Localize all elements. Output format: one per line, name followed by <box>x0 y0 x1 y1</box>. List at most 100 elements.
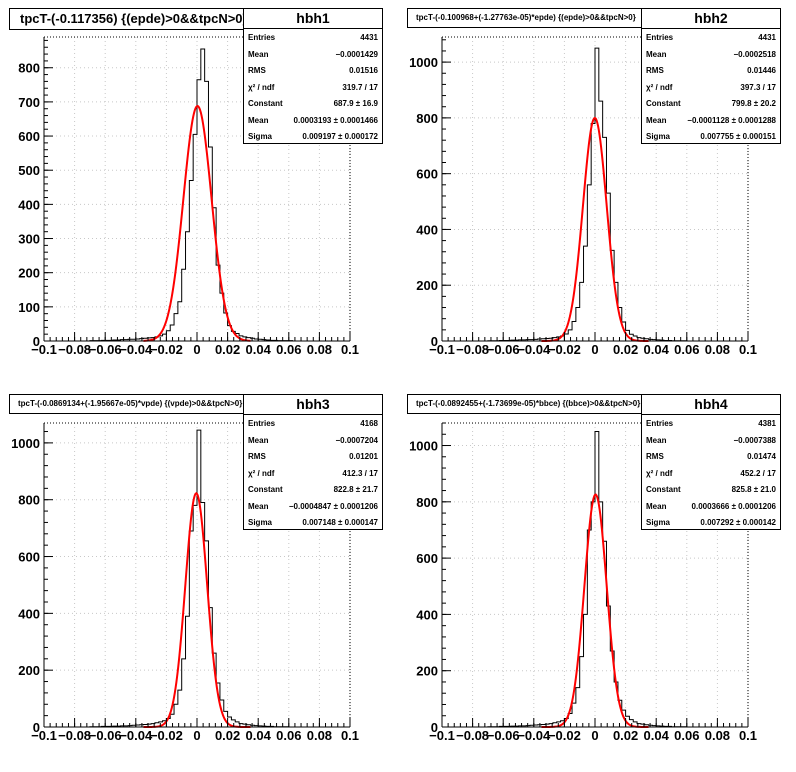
stats-value: −0.0004847 ± 0.0001206 <box>288 501 378 511</box>
y-tick-label: 800 <box>416 495 438 510</box>
y-tick-label: 600 <box>18 550 40 565</box>
stats-value: 412.3 / 17 <box>342 468 378 478</box>
stats-key: χ² / ndf <box>248 468 275 478</box>
x-tick-label: 0.06 <box>276 342 301 357</box>
stats-key: Entries <box>646 419 674 428</box>
x-tick-label: −0.1 <box>429 728 455 743</box>
histogram-plot-hbh4: −0.1 −0.08−0.06−0.04−0.02 0 0.02 0.04 0.06 0.0… <box>409 422 757 743</box>
y-tick-label: 400 <box>416 222 438 237</box>
stats-value: 397.3 / 17 <box>740 82 776 92</box>
stats-row: Sigma 0.007148 ± 0.000147 <box>244 514 382 531</box>
stats-key: Mean <box>248 115 269 125</box>
y-tick-label: 0 <box>33 334 40 349</box>
plot-title: tpcT-(-0.117356) {(epde)>0&&tpcN>0} <box>9 8 279 30</box>
stats-row: χ² / ndf 412.3 / 17 <box>244 465 382 482</box>
stats-value: −0.0001128 ± 0.0001288 <box>687 115 776 125</box>
stats-value: 822.8 ± 21.7 <box>333 485 378 494</box>
stats-value: −0.0001429 <box>335 49 379 59</box>
stats-row: Mean 0.0003666 ± 0.0001206 <box>642 498 780 515</box>
y-tick-label: 0 <box>431 720 438 735</box>
y-tick-label: 400 <box>18 197 40 212</box>
stats-row: Sigma 0.007292 ± 0.000142 <box>642 514 780 531</box>
x-tick-label: −0.06 <box>487 342 520 357</box>
x-tick-label: −0.1 <box>429 342 455 357</box>
stats-key: Constant <box>646 99 681 108</box>
histogram-name: hbh1 <box>243 8 383 29</box>
histogram-panel-hbh2: −0.1 −0.08 −0.06 −0.04 −0.02 0 0.02 0.04 0.06 0.0… <box>398 0 796 386</box>
y-tick-label: 1000 <box>409 439 438 454</box>
x-tick-label: 0.08 <box>307 728 332 743</box>
y-tick-label: 0 <box>431 334 438 349</box>
x-tick-label: −0.1 <box>31 728 57 743</box>
stats-key: RMS <box>646 66 664 75</box>
y-tick-label: 200 <box>416 278 438 293</box>
stats-value: 4168 <box>360 419 378 428</box>
stats-value: 0.01516 <box>349 66 378 75</box>
stats-row: Constant 822.8 ± 21.7 <box>244 481 382 498</box>
stats-box: Entries 4431 Mean −0.0001429 RMS 0.01516 χ² / … <box>243 28 383 144</box>
x-tick-label: −0.04 <box>119 342 153 357</box>
y-tick-label: 200 <box>18 266 40 281</box>
stats-row: Entries 4381 <box>642 415 780 432</box>
histogram-plot-hbh3: −0.1 −0.08−0.06−0.04−0.02 0 0.02 0.04 0.06 0.0… <box>11 422 359 743</box>
x-tick-label: 0 <box>193 728 200 743</box>
stats-key: Mean <box>248 501 269 511</box>
x-tick-label: −0.06 <box>487 728 520 743</box>
stats-key: Mean <box>646 435 667 445</box>
histogram-name: hbh2 <box>641 8 781 29</box>
stats-value: 0.01446 <box>747 66 776 75</box>
stats-key: Entries <box>646 33 674 42</box>
stats-value: 0.0003666 ± 0.0001206 <box>691 501 776 511</box>
stats-key: RMS <box>646 452 664 461</box>
stats-value: 4431 <box>758 33 776 42</box>
y-tick-label: 100 <box>18 300 40 315</box>
gaussian-fit-curve <box>541 116 649 342</box>
x-tick-label: −0.06 <box>89 342 122 357</box>
histogram-panel-hbh4: −0.1 −0.08 −0.06 −0.04 −0.02 0 0.02 0.04 0.06 0.0… <box>398 386 796 772</box>
x-tick-label: 0.1 <box>739 728 757 743</box>
stats-value: 687.9 ± 16.9 <box>333 99 378 108</box>
x-tick-label: 0 <box>193 342 200 357</box>
gaussian-fit-curve <box>541 493 649 728</box>
stats-key: Constant <box>248 99 283 108</box>
x-tick-label: 0.06 <box>674 728 699 743</box>
stats-row: RMS 0.01516 <box>244 62 382 79</box>
stats-value: 4431 <box>360 33 378 42</box>
stats-value: −0.0007388 <box>733 435 777 445</box>
stats-box: Entries 4381 Mean −0.0007388 RMS 0.01474 χ² / … <box>641 414 781 530</box>
stats-row: χ² / ndf 397.3 / 17 <box>642 79 780 96</box>
y-tick-label: 200 <box>18 663 40 678</box>
y-tick-label: 1000 <box>409 55 438 70</box>
stats-value: 825.8 ± 21.0 <box>731 485 776 494</box>
stats-key: Sigma <box>646 132 671 141</box>
stats-row: Entries 4168 <box>244 415 382 432</box>
stats-row: Entries 4431 <box>244 29 382 46</box>
stats-row: Sigma 0.007755 ± 0.000151 <box>642 128 780 145</box>
stats-row: Sigma 0.009197 ± 0.000172 <box>244 128 382 145</box>
y-tick-label: 600 <box>416 167 438 182</box>
histogram-name: hbh4 <box>641 394 781 415</box>
y-tick-label: 400 <box>416 607 438 622</box>
stats-key: Mean <box>646 501 667 511</box>
gaussian-fit-curve <box>143 491 251 728</box>
stats-key: RMS <box>248 452 266 461</box>
stats-row: RMS 0.01474 <box>642 448 780 465</box>
x-tick-label: 0.06 <box>674 342 699 357</box>
stats-row: Mean −0.0001429 <box>244 46 382 63</box>
stats-value: 0.007148 ± 0.000147 <box>302 518 378 527</box>
x-tick-label: 0.02 <box>613 728 638 743</box>
stats-row: Entries 4431 <box>642 29 780 46</box>
stats-value: 0.01474 <box>747 452 776 461</box>
stats-row: RMS 0.01201 <box>244 448 382 465</box>
stats-row: RMS 0.01446 <box>642 62 780 79</box>
stats-key: Entries <box>248 33 276 42</box>
stats-value: 452.2 / 17 <box>740 468 776 478</box>
x-tick-label: −0.08 <box>456 728 489 743</box>
stats-key: Entries <box>248 419 276 428</box>
histogram-plot-hbh2: −0.1 −0.08−0.06−0.04−0.02 0 0.02 0.04 0.06 0.0… <box>409 36 757 357</box>
stats-value: 0.0003193 ± 0.0001466 <box>293 115 378 125</box>
stats-row: Constant 687.9 ± 16.9 <box>244 95 382 112</box>
stats-key: Mean <box>646 49 667 59</box>
stats-row: Mean −0.0001128 ± 0.0001288 <box>642 112 780 129</box>
x-tick-label: −0.08 <box>58 342 91 357</box>
